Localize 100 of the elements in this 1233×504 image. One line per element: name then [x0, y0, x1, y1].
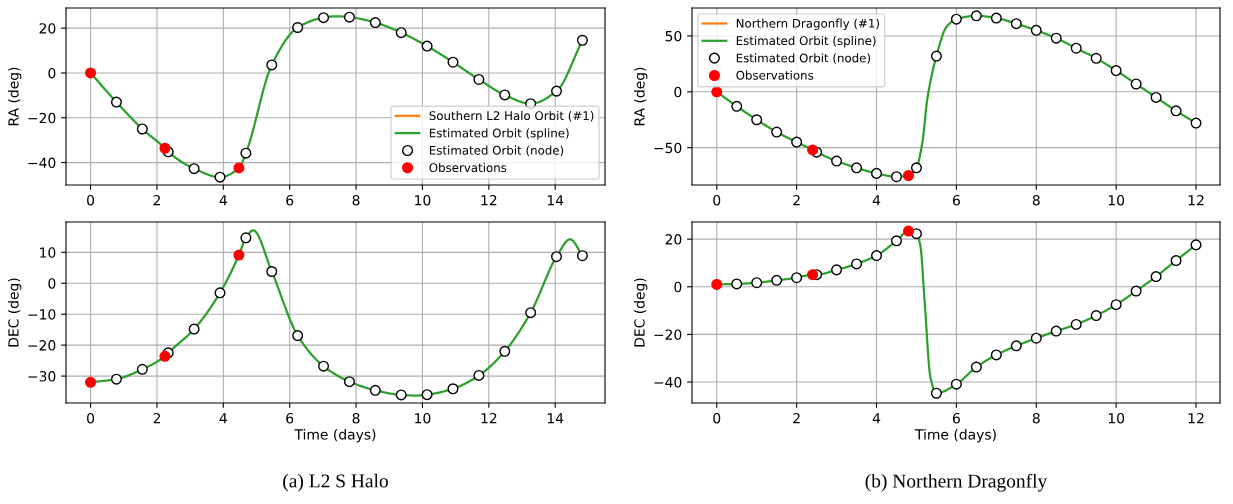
- point: [318, 360, 330, 372]
- x-tick-label: 14: [547, 413, 564, 424]
- x-tick-label: 6: [952, 194, 960, 206]
- point: [751, 114, 763, 126]
- point: [1130, 78, 1142, 90]
- point: [421, 40, 433, 52]
- y-tick-label: −20: [28, 112, 56, 124]
- point: [950, 13, 962, 25]
- x-tick-label: 4: [219, 413, 227, 424]
- point: [499, 89, 511, 101]
- y-tick-label: 0: [48, 67, 56, 79]
- point: [473, 73, 485, 85]
- y-tick-label: 50: [665, 30, 682, 42]
- x-tick-label: 10: [1108, 412, 1125, 424]
- x-tick-label: 0: [87, 194, 95, 206]
- point: [233, 249, 245, 261]
- point: [159, 142, 171, 154]
- y-tick-label: 0: [674, 86, 682, 98]
- y-tick-label: −10: [28, 309, 56, 320]
- x-tick-label: 12: [1188, 194, 1204, 206]
- point: [731, 278, 743, 290]
- point: [831, 155, 843, 167]
- point: [395, 389, 407, 401]
- point: [1070, 318, 1082, 330]
- y-tick-label: −20: [654, 329, 682, 340]
- point: [1010, 18, 1022, 30]
- point: [1150, 91, 1162, 103]
- point: [711, 86, 723, 98]
- point: [576, 250, 588, 262]
- point: [525, 307, 537, 319]
- point: [369, 384, 381, 396]
- point: [1050, 32, 1062, 44]
- point: [369, 17, 381, 29]
- point: [266, 59, 278, 71]
- y-tick-label: 10: [40, 247, 56, 258]
- x-tick-label: 2: [793, 194, 800, 206]
- y-tick-label: −30: [28, 371, 56, 382]
- point: [890, 235, 902, 247]
- legend-label: Estimated Orbit (node): [736, 53, 871, 64]
- legend-label: Southern L2 Halo Orbit (#1): [429, 110, 594, 122]
- x-tick-label: 6: [286, 412, 294, 424]
- point: [902, 225, 914, 237]
- y-axis-title: RA (deg): [633, 67, 648, 126]
- x-tick-label: 8: [1032, 194, 1040, 206]
- point: [851, 258, 863, 270]
- x-tick-label: 12: [1188, 412, 1204, 424]
- x-tick-label: 10: [415, 194, 431, 206]
- y-tick-label: −50: [654, 142, 682, 154]
- point: [85, 67, 97, 79]
- point: [240, 232, 252, 244]
- point: [871, 250, 883, 262]
- point: [136, 363, 148, 375]
- legend-label: Observations: [429, 162, 507, 173]
- point: [233, 162, 245, 174]
- point: [421, 389, 433, 401]
- y-axis-title: DEC (deg): [633, 278, 648, 347]
- x-tick-label: 6: [286, 194, 294, 206]
- point: [576, 34, 588, 46]
- point: [902, 170, 914, 182]
- point: [343, 376, 355, 388]
- point: [871, 167, 883, 179]
- point: [188, 323, 200, 335]
- y-tick-label: 0: [674, 281, 682, 293]
- point: [831, 264, 843, 276]
- point: [214, 171, 226, 183]
- point: [447, 56, 459, 68]
- x-tick-label: 2: [153, 194, 160, 206]
- x-tick-label: 4: [872, 413, 881, 424]
- x-axis-title: Time (days): [294, 428, 376, 443]
- point: [395, 27, 407, 39]
- x-tick-label: 4: [219, 195, 227, 206]
- point: [771, 274, 783, 286]
- y-tick-label: −40: [28, 157, 56, 169]
- point: [930, 50, 942, 62]
- point: [1170, 255, 1182, 267]
- point: [1190, 117, 1202, 129]
- point: [1070, 42, 1082, 54]
- point: [1030, 24, 1042, 36]
- point: [970, 361, 982, 373]
- point: [343, 11, 355, 23]
- point: [85, 376, 97, 388]
- x-tick-label: 10: [1108, 194, 1125, 206]
- point: [551, 251, 563, 263]
- point: [731, 100, 743, 112]
- point: [950, 378, 962, 390]
- x-tick-label: 0: [87, 412, 95, 424]
- x-tick-label: 2: [793, 412, 800, 424]
- x-axis-title: Time (days): [914, 428, 996, 443]
- point: [551, 85, 563, 97]
- x-tick-label: 12: [481, 412, 497, 424]
- point: [188, 163, 200, 175]
- point: [240, 147, 252, 159]
- point: [1090, 52, 1102, 64]
- legend-label: Estimated Orbit (spline): [429, 128, 569, 140]
- point: [1030, 332, 1042, 344]
- point: [1150, 271, 1162, 283]
- point: [1050, 325, 1062, 337]
- point: [970, 10, 982, 22]
- point: [1010, 340, 1022, 352]
- text: (b) Northern Dragonfly: [865, 473, 1048, 492]
